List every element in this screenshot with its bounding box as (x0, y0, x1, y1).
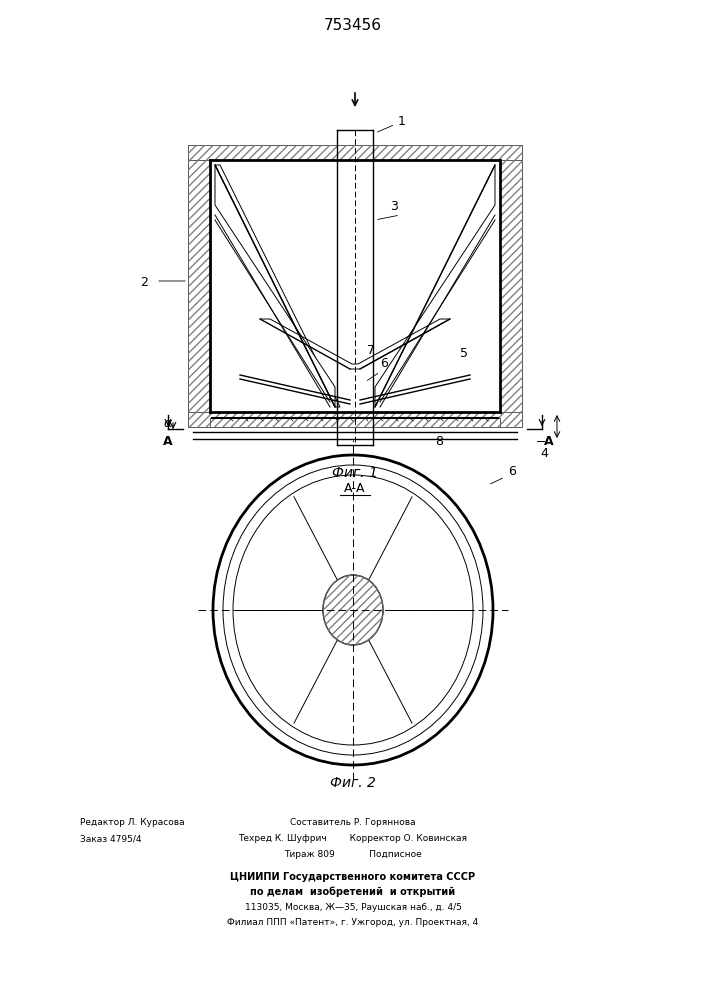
Bar (188, 412, 522, 427)
Bar (188, 145, 522, 160)
Text: Техред К. Шуфрич        Корректор О. Ковинская: Техред К. Шуфрич Корректор О. Ковинская (238, 834, 467, 843)
Text: 113035, Москва, Ж—35, Раушская наб., д. 4/5: 113035, Москва, Ж—35, Раушская наб., д. … (245, 903, 462, 912)
Bar (188, 145, 522, 160)
Ellipse shape (323, 575, 383, 645)
Text: 6: 6 (508, 465, 516, 478)
Bar (188, 160, 210, 412)
Text: 6: 6 (380, 357, 388, 370)
Text: 1: 1 (378, 115, 406, 132)
Text: 753456: 753456 (324, 17, 382, 32)
Polygon shape (215, 165, 340, 407)
Text: по делам  изобретений  и открытий: по делам изобретений и открытий (250, 886, 455, 897)
Polygon shape (215, 165, 335, 407)
Text: $\alpha$: $\alpha$ (163, 417, 173, 430)
Text: Заказ 4795/4: Заказ 4795/4 (80, 834, 141, 843)
Text: ЦНИИПИ Государственного комитета СССР: ЦНИИПИ Государственного комитета СССР (230, 872, 476, 882)
Bar (210, 418, 500, 427)
Text: Редактор Л. Курасова: Редактор Л. Курасова (80, 818, 185, 827)
Bar (188, 412, 522, 427)
Text: 2: 2 (140, 276, 148, 289)
Text: Фиг. 2: Фиг. 2 (330, 776, 376, 790)
Text: Филиал ППП «Патент», г. Ужгород, ул. Проектная, 4: Филиал ППП «Патент», г. Ужгород, ул. Про… (228, 918, 479, 927)
Text: А-А: А-А (344, 482, 366, 495)
Polygon shape (375, 165, 495, 407)
Text: 5: 5 (460, 347, 468, 360)
Text: Составитель Р. Горяннова: Составитель Р. Горяннова (290, 818, 416, 827)
Bar (500, 160, 522, 412)
Bar (210, 418, 500, 427)
Text: 7: 7 (367, 344, 375, 357)
Text: A: A (544, 435, 554, 448)
Text: Фиг. 1: Фиг. 1 (332, 466, 378, 480)
Text: A: A (163, 435, 173, 448)
Text: 8: 8 (435, 435, 443, 448)
Bar (188, 160, 210, 412)
Text: Тираж 809            Подписное: Тираж 809 Подписное (284, 850, 422, 859)
Text: 3: 3 (390, 200, 398, 213)
Text: 4: 4 (540, 447, 548, 460)
Bar (500, 160, 522, 412)
